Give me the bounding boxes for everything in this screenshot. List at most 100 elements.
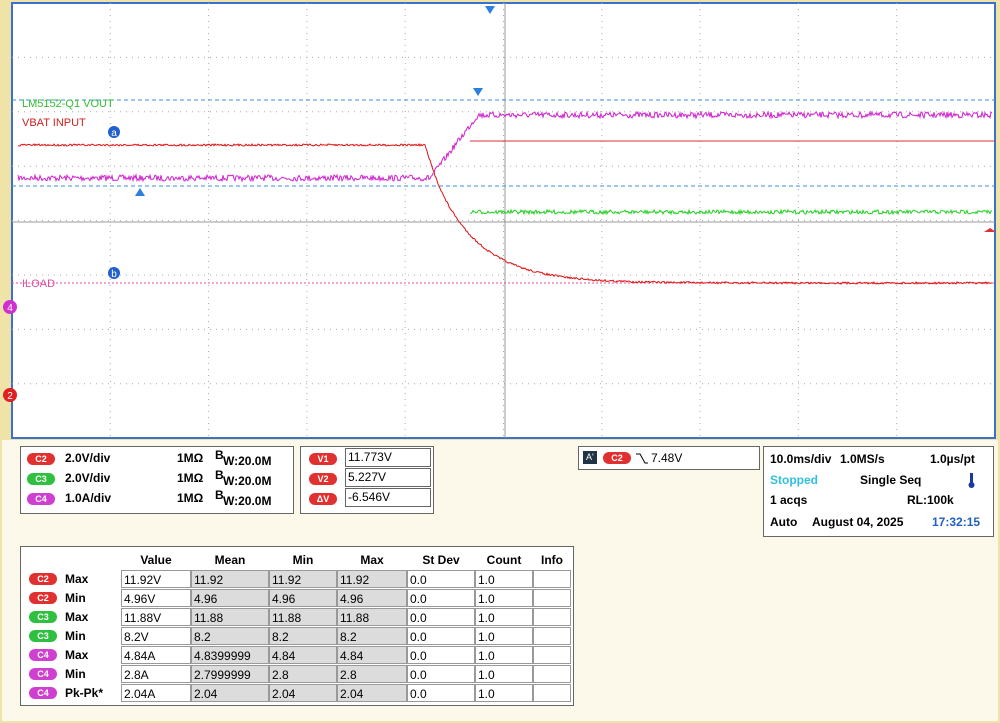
trace-c2 bbox=[17, 142, 993, 285]
measure-cell: 8.2 bbox=[337, 627, 407, 645]
measure-cell: 4.96 bbox=[191, 589, 269, 607]
bw-prefix: B bbox=[215, 488, 224, 502]
trigger-source: A' bbox=[583, 451, 597, 464]
column-header: Mean bbox=[214, 553, 246, 567]
trace-c4 bbox=[17, 110, 993, 183]
measure-cell: 1.0 bbox=[475, 608, 533, 626]
measure-cell: 2.04 bbox=[337, 684, 407, 702]
source-badge: C4 bbox=[29, 668, 57, 680]
measure-cell: 2.04 bbox=[269, 684, 337, 702]
record-length: RL:100k bbox=[907, 493, 954, 507]
measure-cell: 4.96V bbox=[121, 589, 191, 607]
measure-cell bbox=[533, 646, 571, 664]
source-badge: C2 bbox=[29, 592, 57, 604]
trigger-level bbox=[984, 228, 996, 232]
measure-type: Max bbox=[65, 572, 89, 586]
measure-cell: 11.92 bbox=[191, 570, 269, 588]
grid bbox=[12, 3, 995, 438]
date: August 04, 2025 bbox=[812, 515, 904, 529]
measure-cell: 4.96 bbox=[337, 589, 407, 607]
measure-cell: 1.0 bbox=[475, 627, 533, 645]
cursor-badge: V2 bbox=[309, 473, 337, 485]
measure-cell: 1.0 bbox=[475, 570, 533, 588]
measure-type: Min bbox=[65, 629, 86, 643]
measure-cell bbox=[533, 589, 571, 607]
measurement-table: Value Mean Min Max St Dev Count Info C2 Max 11.92… bbox=[20, 546, 574, 706]
waveform-display: LM5152-Q1 VOUT VBAT INPUT ILOAD a b 4 2 bbox=[3, 2, 996, 439]
cursor-row: V1 11.773V bbox=[309, 448, 431, 467]
measure-cell: 11.88V bbox=[121, 608, 191, 626]
measure-cell: 11.88 bbox=[269, 608, 337, 626]
cursor-badge: ΔV bbox=[309, 493, 337, 505]
source-badge: C4 bbox=[29, 687, 57, 699]
measure-type: Min bbox=[65, 591, 86, 605]
measure-cell bbox=[533, 570, 571, 588]
channel-row: C2 2.0V/div 1MΩ B W:20.0M bbox=[27, 448, 287, 468]
measure-cell: 0.0 bbox=[407, 570, 475, 588]
channel-scale: 2.0V/div bbox=[65, 451, 111, 465]
channel-box: C2 2.0V/div 1MΩ B W:20.0M C3 2.0V/div 1MΩ B W:20.… bbox=[20, 446, 294, 514]
measure-cell: 2.8A bbox=[121, 665, 191, 683]
measure-cell: 8.2 bbox=[191, 627, 269, 645]
measure-cell: 11.92 bbox=[337, 570, 407, 588]
source-badge: C3 bbox=[29, 630, 57, 642]
info-panel: C2 2.0V/div 1MΩ B W:20.0M C3 2.0V/div 1MΩ B W:20.… bbox=[2, 440, 998, 721]
channel-badge: C2 bbox=[27, 453, 55, 465]
acqs: 1 acqs bbox=[770, 493, 808, 507]
column-header: Max bbox=[360, 553, 384, 567]
measure-cell: 2.04A bbox=[121, 684, 191, 702]
cursor-b bbox=[108, 267, 120, 279]
measure-cell: 8.2 bbox=[269, 627, 337, 645]
measure-cell: 4.8399999 bbox=[191, 646, 269, 664]
measure-type: Max bbox=[65, 648, 89, 662]
measure-cell: 0.0 bbox=[407, 665, 475, 683]
acq-mode: Single Seq bbox=[860, 473, 922, 487]
channel-badge: C3 bbox=[27, 473, 55, 485]
time-scale: 10.0ms/div bbox=[770, 452, 832, 466]
impedance: 1MΩ bbox=[177, 491, 204, 505]
measure-cell: 0.0 bbox=[407, 627, 475, 645]
cursor-value: 5.227V bbox=[345, 468, 431, 487]
acq-state: Stopped bbox=[770, 473, 818, 487]
column-header: Value bbox=[140, 553, 172, 567]
measure-cell: 4.84 bbox=[337, 646, 407, 664]
resolution: 1.0µs/pt bbox=[930, 452, 975, 466]
measure-cell: 0.0 bbox=[407, 608, 475, 626]
trace-label: LM5152-Q1 VOUT bbox=[22, 98, 114, 110]
trigger-box: A' C2 7.48V bbox=[578, 446, 760, 470]
impedance: 1MΩ bbox=[177, 471, 204, 485]
impedance: 1MΩ bbox=[177, 451, 204, 465]
channel-badge: C4 bbox=[27, 493, 55, 505]
slope-icon bbox=[636, 453, 648, 464]
trigger-mode: Auto bbox=[770, 515, 798, 529]
channel-marker bbox=[3, 388, 17, 402]
column-header: Min bbox=[292, 553, 314, 567]
timebase-box: 10.0ms/div 1.0MS/s 1.0µs/pt Stopped Sing… bbox=[763, 446, 994, 537]
cursor-a bbox=[108, 126, 120, 138]
bandwidth: W:20.0M bbox=[223, 494, 272, 508]
channel-scale: 1.0A/div bbox=[65, 491, 112, 505]
measure-cell: 0.0 bbox=[407, 684, 475, 702]
trace-label: VBAT INPUT bbox=[22, 117, 86, 129]
measure-cell bbox=[533, 627, 571, 645]
measure-cell: 1.0 bbox=[475, 589, 533, 607]
cursor-badge: V1 bbox=[309, 453, 337, 465]
bandwidth: W:20.0M bbox=[223, 474, 272, 488]
measure-type: Min bbox=[65, 667, 86, 681]
measure-cell: 4.84A bbox=[121, 646, 191, 664]
graticule-frame bbox=[11, 2, 996, 439]
trigger-level: 7.48V bbox=[651, 451, 683, 465]
source-badge: C4 bbox=[29, 649, 57, 661]
bandwidth: W:20.0M bbox=[223, 454, 272, 468]
channel-row: C3 2.0V/div 1MΩ B W:20.0M bbox=[27, 468, 287, 488]
measure-cell: 1.0 bbox=[475, 665, 533, 683]
cursor-row: V2 5.227V bbox=[309, 468, 431, 487]
measure-cell: 2.8 bbox=[269, 665, 337, 683]
seq-icon bbox=[968, 473, 975, 488]
bw-prefix: B bbox=[215, 468, 224, 482]
cursor-value: -6.546V bbox=[345, 488, 431, 507]
measure-cell: 11.88 bbox=[337, 608, 407, 626]
trigger-channel: C2 bbox=[603, 452, 631, 464]
measure-cell bbox=[533, 665, 571, 683]
